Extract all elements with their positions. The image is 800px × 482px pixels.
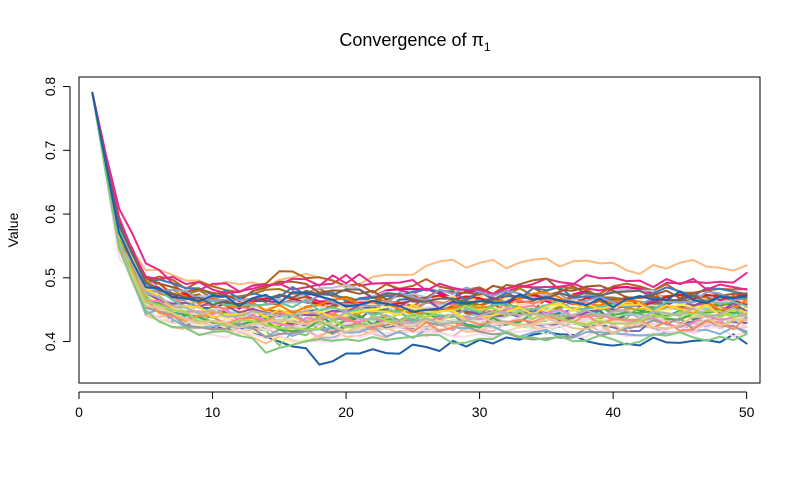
series-line-37 — [91, 91, 748, 316]
y-tick-label: 0.8 — [42, 77, 58, 97]
y-tick-label: 0.6 — [42, 204, 58, 224]
x-tick-label: 10 — [205, 404, 221, 420]
series-line-4 — [91, 91, 748, 297]
series-line-27 — [91, 91, 748, 307]
series-line-2 — [91, 91, 748, 290]
x-tick-label: 50 — [739, 404, 755, 420]
series-line-51 — [91, 91, 748, 313]
series-line-45 — [91, 91, 748, 321]
series-line-50 — [91, 91, 748, 307]
x-tick-label: 0 — [75, 404, 83, 420]
plot-frame — [78, 76, 761, 384]
series-line-16 — [91, 91, 748, 309]
y-tick-label: 0.4 — [42, 332, 58, 352]
y-tick-label: 0.5 — [42, 268, 58, 288]
y-tick-label: 0.7 — [42, 140, 58, 160]
x-tick-label: 30 — [472, 404, 488, 420]
series-line-48 — [91, 91, 748, 354]
chart-title-main: Convergence of π — [339, 30, 484, 50]
chart-title: Convergence of π1 — [339, 30, 491, 54]
x-axis: 0 10 20 30 40 50 — [75, 391, 755, 420]
y-axis: 0.4 0.5 0.6 0.7 0.8 — [42, 77, 71, 352]
series-line-43 — [91, 91, 748, 308]
series-layer — [91, 91, 748, 366]
series-line-9 — [91, 91, 748, 310]
series-line-47 — [91, 91, 748, 325]
x-tick-label: 20 — [338, 404, 354, 420]
chart-title-subscript: 1 — [484, 40, 491, 54]
x-tick-label: 40 — [605, 404, 621, 420]
series-line-46 — [91, 91, 748, 335]
y-axis-label: Value — [5, 212, 21, 247]
series-line-42 — [91, 91, 748, 333]
series-line-49 — [91, 91, 748, 295]
series-line-33 — [91, 91, 748, 308]
